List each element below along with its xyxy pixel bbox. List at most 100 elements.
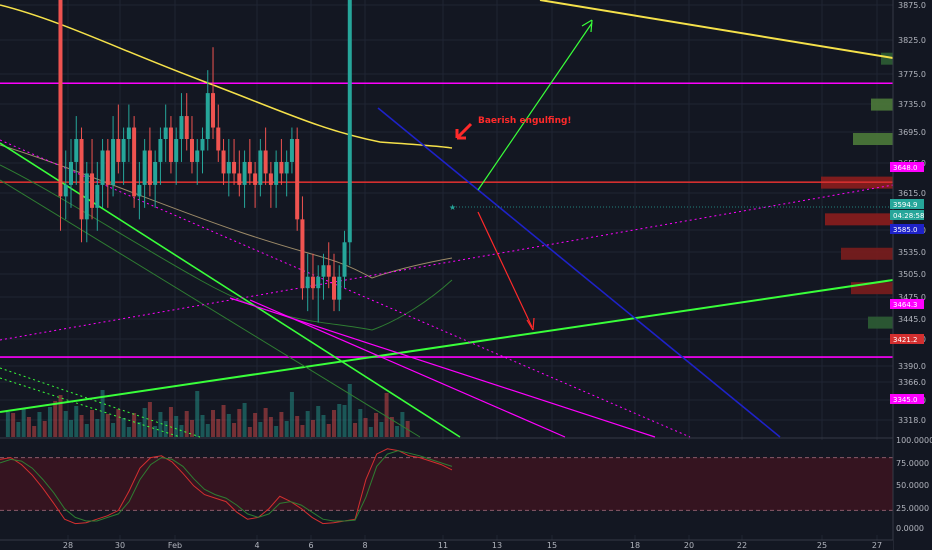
candle-body: [300, 219, 305, 289]
x-tick-label: 18: [630, 541, 640, 550]
candle-body: [268, 173, 273, 185]
green-target-arrow: [477, 22, 593, 191]
candle-body: [174, 139, 179, 162]
candle-body: [95, 184, 100, 208]
candlesticks: [58, 0, 352, 323]
candle-body: [121, 139, 126, 162]
candle-body: [90, 173, 95, 208]
green-thin-trendline: [0, 179, 421, 438]
red-target-arrow: [477, 211, 533, 328]
osc-tick-label: 100.0000: [896, 436, 932, 445]
candle-body: [142, 150, 147, 185]
x-tick-label: 27: [872, 541, 882, 550]
candle-body: [347, 0, 352, 243]
y-tick-label: 3475.0: [898, 293, 926, 302]
candle-body: [105, 150, 110, 185]
candle-body: [316, 276, 321, 289]
blue-descending-trendline: [377, 107, 781, 438]
volume-bar: [63, 411, 68, 437]
osc-tick-label: 75.0000: [896, 459, 929, 468]
candle-body: [158, 139, 163, 162]
candle-body: [189, 139, 194, 162]
volume-bar: [32, 426, 37, 437]
volume-bar: [232, 423, 237, 437]
volume-bar: [16, 422, 21, 437]
candle-body: [253, 173, 258, 185]
star-marker-icon: ★: [449, 203, 456, 212]
oscillator-series-line: [0, 450, 453, 522]
volume-profile-row: [825, 213, 893, 226]
candle-body: [226, 161, 231, 174]
volume-bar: [53, 401, 58, 437]
green-dotted-line-2: [0, 377, 181, 438]
volume-bar: [395, 426, 400, 437]
green-descending-trendline: [0, 142, 461, 438]
y-tick-label: 3775.0: [898, 70, 926, 79]
candle-body: [242, 161, 247, 185]
candle-body: [195, 150, 200, 162]
volume-bar: [47, 407, 52, 437]
candle-body: [258, 150, 263, 185]
volume-bar: [400, 412, 405, 437]
candle-body: [232, 161, 237, 174]
candle-body: [116, 139, 121, 162]
volume-bar: [226, 414, 231, 437]
candle-body: [326, 265, 331, 277]
x-tick-label: 28: [63, 541, 73, 550]
volume-bar: [242, 403, 247, 437]
candle-body: [84, 173, 89, 220]
volume-bars: [5, 384, 410, 437]
volume-bar: [310, 420, 315, 437]
green-arrow-head: [581, 19, 593, 33]
candle-body: [279, 161, 284, 174]
volume-bar: [289, 392, 294, 437]
volume-bar: [274, 426, 279, 437]
candle-body: [111, 139, 116, 185]
volume-bar: [142, 408, 147, 437]
volume-bar: [126, 427, 131, 437]
volume-bar: [374, 413, 379, 437]
volume-bar: [300, 425, 305, 437]
volume-bar: [95, 419, 100, 437]
red-annotation-arrow-icon: [455, 122, 473, 140]
candle-body: [332, 276, 336, 300]
candle-body: [58, 0, 63, 197]
volume-bar: [247, 427, 252, 437]
volume-profile-row: [881, 52, 893, 65]
candle-body: [310, 276, 315, 289]
price-label-box: [890, 162, 924, 172]
candle-body: [100, 150, 105, 185]
volume-profile-row: [853, 133, 893, 146]
y-tick-label: 3825.0: [898, 36, 926, 45]
x-tick-label: 30: [115, 541, 125, 550]
candle-body: [284, 161, 289, 174]
tan-moving-average: [0, 144, 453, 279]
candle-body: [184, 116, 189, 140]
price-label: 04:28:58: [893, 212, 924, 220]
volume-bar: [326, 424, 331, 437]
price-label: 3345.0: [893, 396, 918, 404]
stochastic-oscillator: [0, 437, 893, 535]
volume-bar: [163, 421, 168, 437]
candle-body: [289, 139, 294, 162]
yellow-moving-average: [0, 4, 453, 149]
green-dotted-line-1: [0, 367, 201, 438]
osc-tick-label: 25.0000: [896, 504, 929, 513]
volume-bar: [200, 415, 205, 437]
volume-bar: [37, 412, 42, 437]
price-label-box: [890, 224, 924, 234]
candle-body: [137, 184, 142, 197]
volume-profile-row: [871, 98, 893, 111]
candle-body: [321, 265, 326, 277]
osc-tick-label: 50.0000: [896, 481, 929, 490]
volume-bar: [158, 412, 163, 437]
volume-bar: [216, 419, 221, 437]
volume-bar: [84, 424, 89, 437]
volume-bar: [121, 418, 126, 437]
y-tick-label: 3735.0: [898, 100, 926, 109]
candle-body: [163, 127, 168, 140]
volume-bar: [211, 410, 216, 437]
